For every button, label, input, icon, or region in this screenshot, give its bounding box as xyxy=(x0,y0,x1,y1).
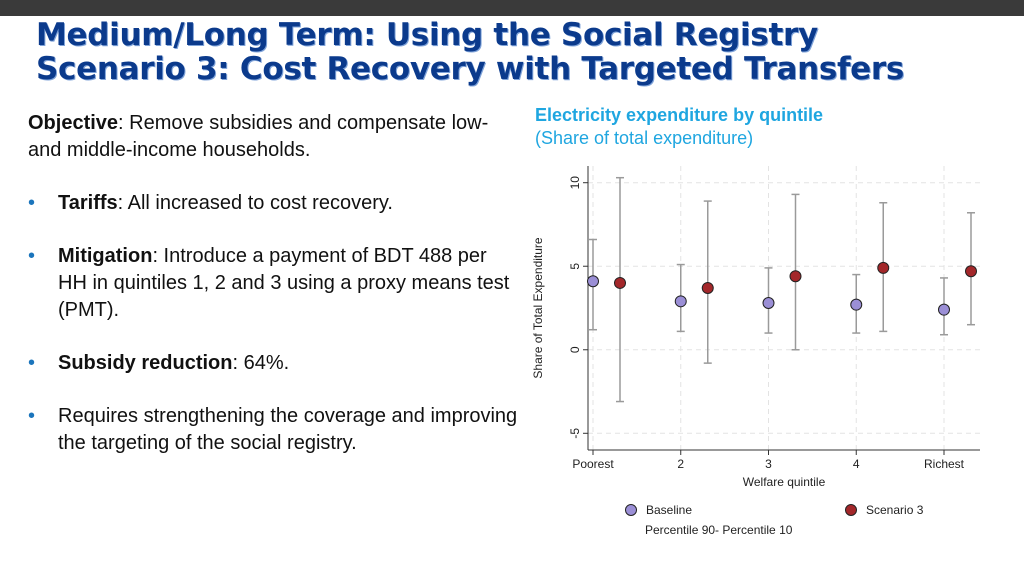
bullet-text: Requires strengthening the coverage and … xyxy=(58,405,518,454)
bullet-dot-icon: • xyxy=(28,405,36,427)
objective: Objective: Remove subsidies and compensa… xyxy=(28,110,518,164)
bullet-text: : All increased to cost recovery. xyxy=(117,192,393,214)
data-point-scenario-3 xyxy=(877,261,890,274)
chart-title: Electricity expenditure by quintile xyxy=(535,105,824,125)
y-tick-label: 5 xyxy=(568,263,582,270)
objective-label: Objective xyxy=(28,112,119,134)
x-tick-label: 3 xyxy=(765,457,772,471)
bullet-tariffs: • Tariffs: All increased to cost recovery… xyxy=(28,190,518,217)
x-tick-label: Poorest xyxy=(572,457,614,471)
bullet-dot-icon: • xyxy=(28,352,36,374)
bullet-subsidy-reduction: • Subsidy reduction: 64%. xyxy=(28,350,518,377)
legend-note: Percentile 90- Percentile 10 xyxy=(645,523,793,537)
bullet-dot-icon: • xyxy=(28,245,36,267)
bullet-registry: • Requires strengthening the coverage and… xyxy=(28,403,518,457)
y-tick-label: 0 xyxy=(568,346,582,353)
data-point-scenario-3 xyxy=(789,270,802,283)
chart-subtitle: (Share of total expenditure) xyxy=(535,128,754,148)
data-point-baseline xyxy=(938,303,950,316)
bullet-text: : Introduce a payment of BDT 488 per HH … xyxy=(58,245,510,321)
bullet-text: : 64%. xyxy=(232,352,290,374)
data-point-scenario-3 xyxy=(965,265,977,278)
legend-marker xyxy=(625,504,637,516)
data-point-scenario-3 xyxy=(701,281,714,294)
data-point-baseline xyxy=(850,298,863,311)
bullet-list: • Tariffs: All increased to cost recovery… xyxy=(28,190,518,457)
bullet-label: Subsidy reduction xyxy=(58,352,233,374)
x-tick-label: 2 xyxy=(677,457,684,471)
data-point-baseline xyxy=(674,295,687,308)
content-text: Objective: Remove subsidies and compensa… xyxy=(28,110,518,483)
y-axis-label: Share of Total Expenditure xyxy=(531,237,545,379)
data-point-baseline xyxy=(762,296,775,309)
objective-text: : Remove subsidies and compensate low- a… xyxy=(28,112,489,161)
legend-marker xyxy=(845,504,857,516)
bullet-label: Tariffs xyxy=(58,192,118,214)
top-bar xyxy=(0,0,1024,16)
legend-label: Baseline xyxy=(646,503,692,517)
bullet-label: Mitigation xyxy=(58,245,153,267)
slide-title: Medium/Long Term: Using the Social Regis… xyxy=(36,18,904,86)
chart-heading: Electricity expenditure by quintile (Sha… xyxy=(535,104,823,150)
x-tick-label: Richest xyxy=(924,457,965,471)
y-tick-label: 10 xyxy=(568,176,582,190)
chart-svg: -5 0 5 10 Poorest 2 3 4 Richest Welfare quintile S… xyxy=(531,166,980,537)
title-line-2: Scenario 3: Cost Recovery with Targeted … xyxy=(36,51,905,87)
legend-label: Scenario 3 xyxy=(866,503,924,517)
x-axis-label: Welfare quintile xyxy=(743,475,826,489)
x-tick-label: 4 xyxy=(853,457,860,471)
title-line-1: Medium/Long Term: Using the Social Regis… xyxy=(36,17,818,53)
bullet-dot-icon: • xyxy=(28,192,36,214)
data-point-scenario-3 xyxy=(614,276,626,289)
y-tick-label: -5 xyxy=(568,428,582,439)
bullet-mitigation: • Mitigation: Introduce a payment of BDT … xyxy=(28,243,518,324)
data-point-baseline xyxy=(587,275,599,288)
